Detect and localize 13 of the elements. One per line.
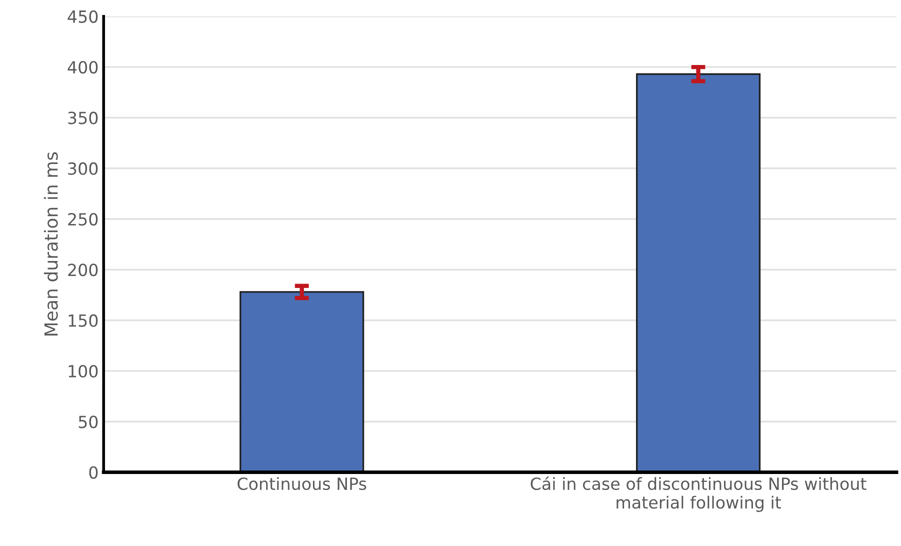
x-tick-label: Cái in case of discontinuous NPs without material following it <box>530 476 866 512</box>
y-tick-label: 450 <box>68 10 98 23</box>
y-tick-label: 250 <box>68 212 98 226</box>
y-tick-label: 400 <box>68 61 98 74</box>
y-tick-label: 100 <box>68 364 98 378</box>
y-tick-label: 0 <box>89 466 98 479</box>
y-tick-label: 150 <box>68 314 98 327</box>
y-tick-label: 50 <box>78 416 98 428</box>
y-tick-label: 200 <box>68 264 98 276</box>
y-tick-label: 350 <box>68 112 98 124</box>
y-tick-label: 300 <box>68 162 98 175</box>
x-tick-label: Continuous NPs <box>238 477 366 490</box>
y-axis-title: Mean duration in ms <box>44 152 58 336</box>
